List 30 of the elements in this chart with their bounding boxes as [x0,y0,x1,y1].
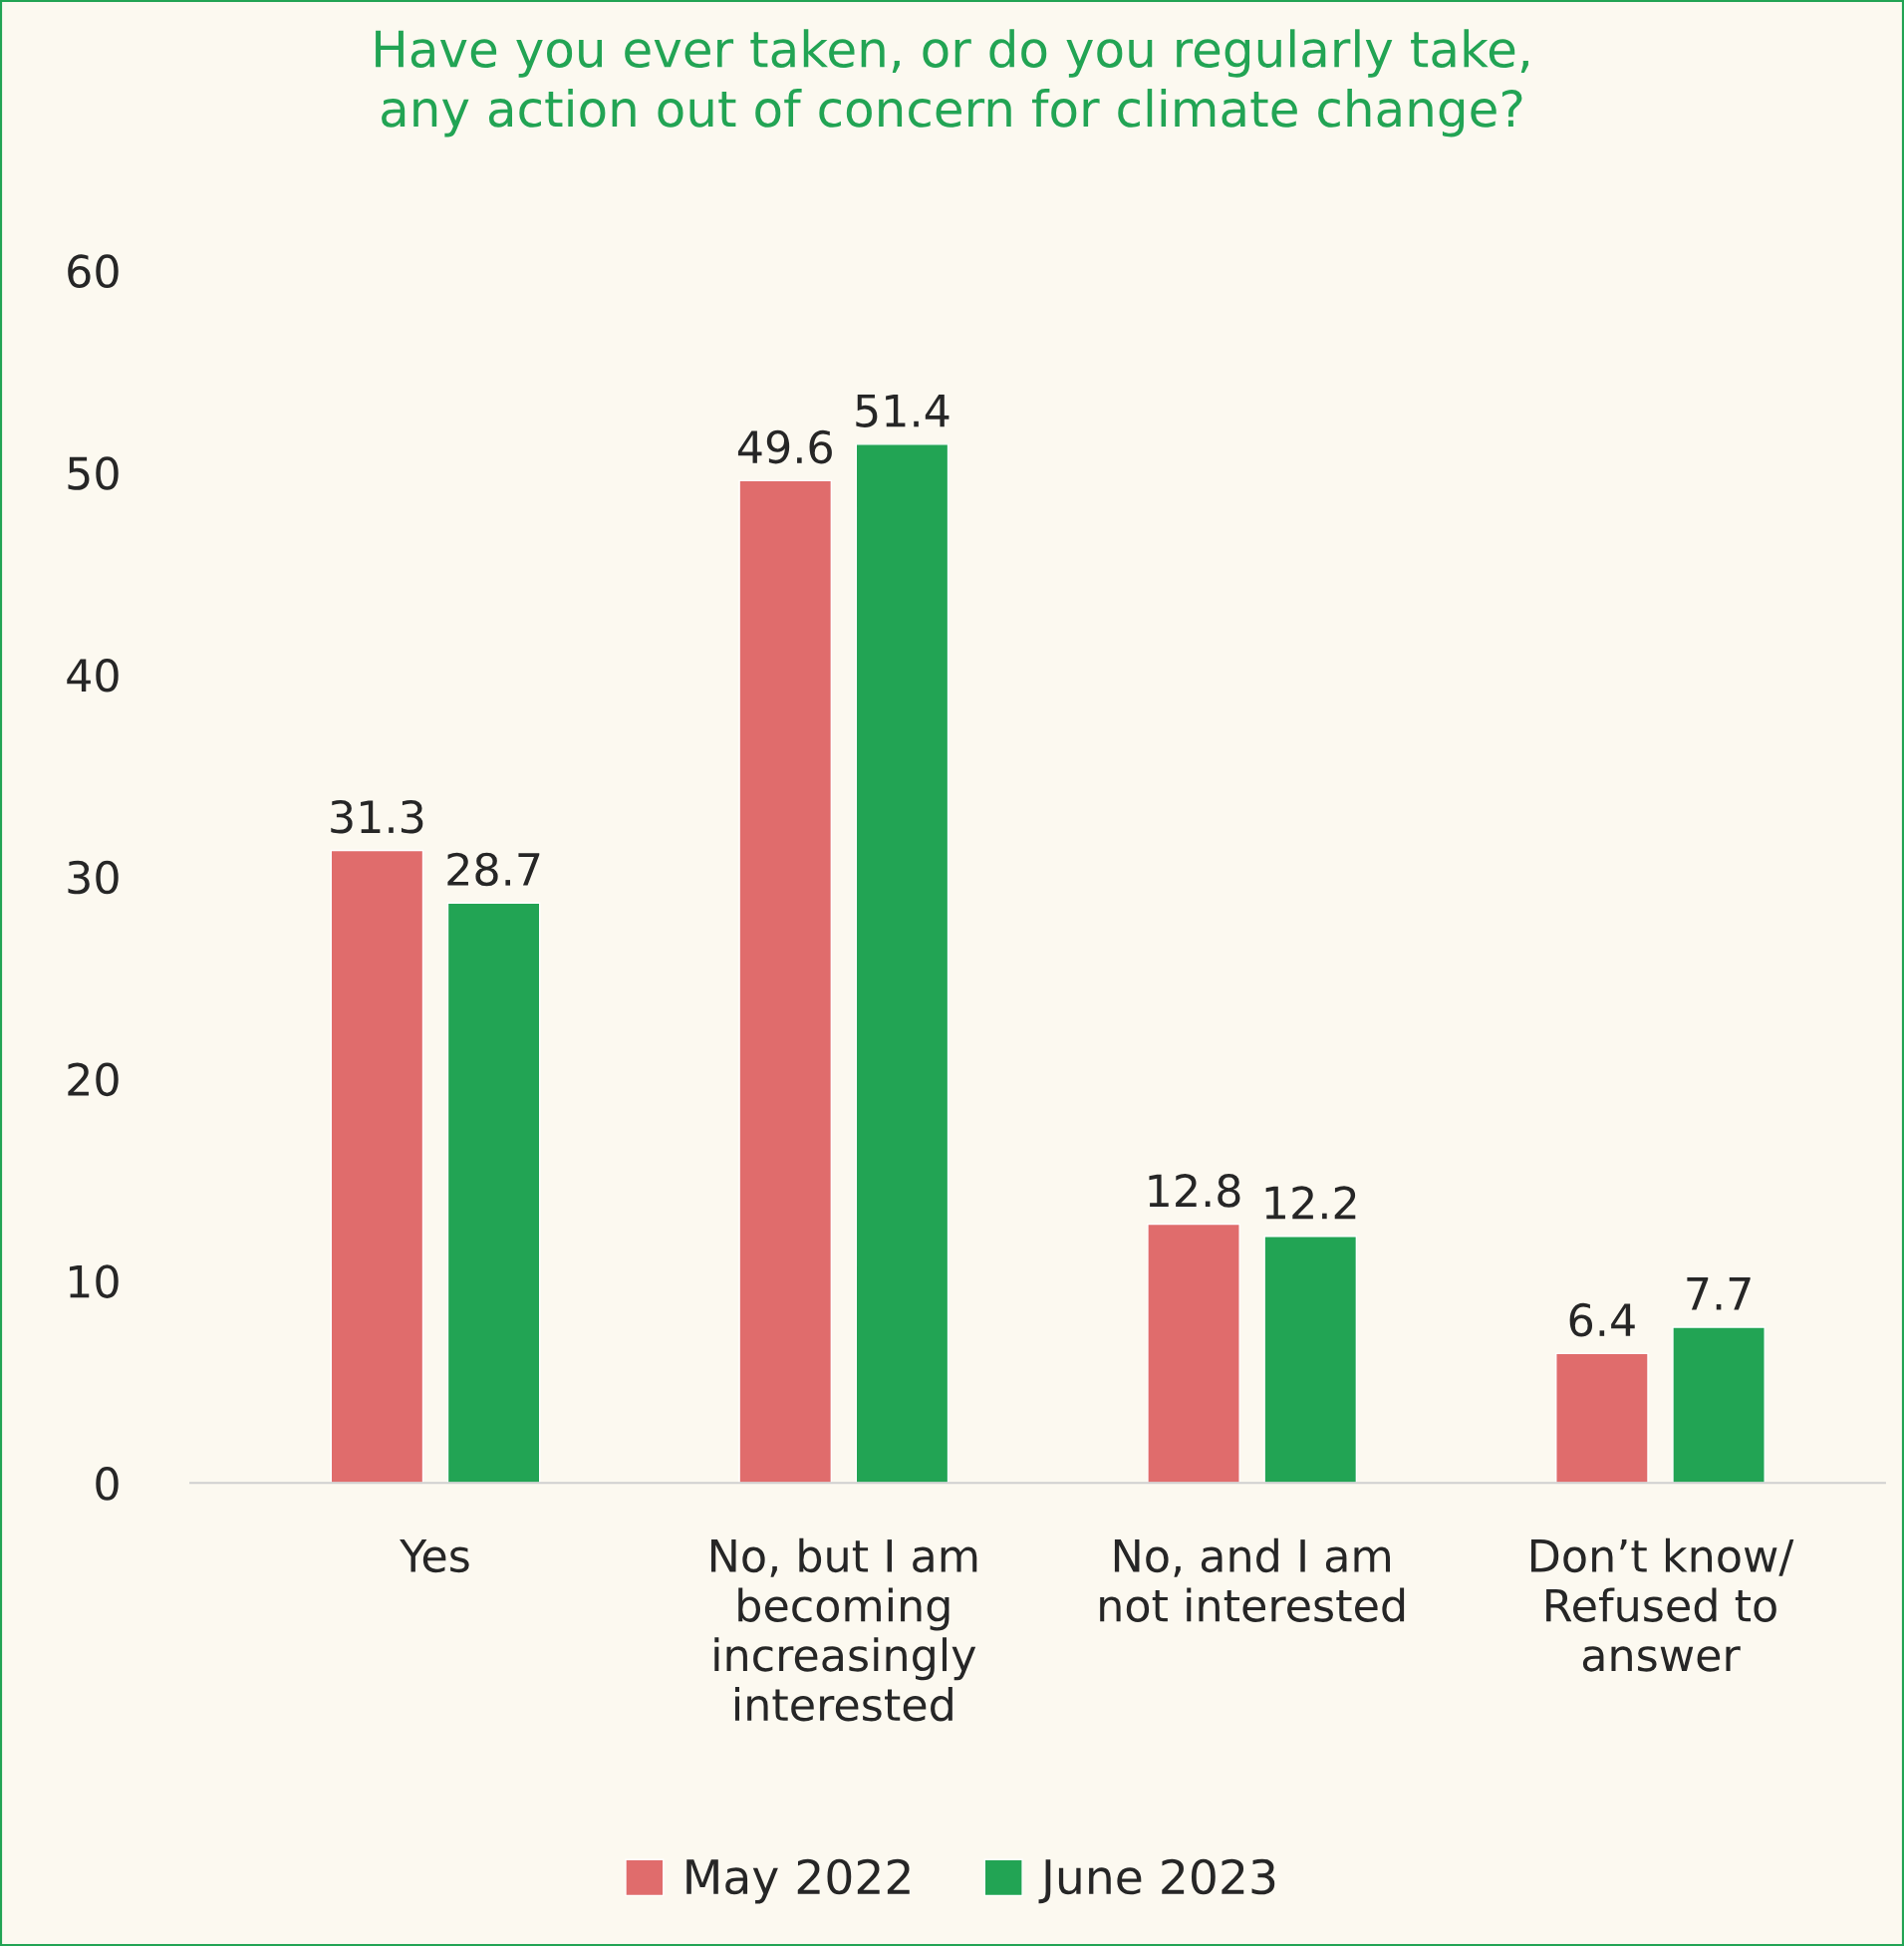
data-label: 6.4 [1569,1302,1635,1337]
y-tick-label: 40 [67,658,119,693]
bar [446,902,541,1484]
x-tick-label: No, but I am becoming increasingly interested [710,1537,977,1722]
data-label: 7.7 [1687,1277,1751,1310]
legend-label: June 2023 [1038,1858,1275,1904]
x-tick-label: Yes [400,1539,469,1573]
data-label: 12.2 [1265,1186,1356,1220]
bar [738,479,833,1484]
data-label: 51.4 [856,394,950,427]
x-tick-label: No, and I am not interested [1100,1537,1405,1622]
bar [1147,1223,1240,1484]
data-label: 28.7 [447,852,540,887]
data-label: 49.6 [737,429,832,464]
y-tick-label: 30 [68,860,119,895]
bar [330,849,424,1484]
y-tick-label: 50 [68,456,119,490]
chart-title: Have you ever taken, or do you regularly take, any action out of concern for climate change? [376,29,1528,138]
bar [1555,1352,1649,1484]
legend-label: May 2022 [686,1858,910,1904]
y-tick-label: 60 [68,254,119,288]
data-label: 12.8 [1149,1174,1240,1208]
y-tick-label: 0 [96,1467,119,1501]
y-tick-label: 20 [68,1062,119,1097]
y-tick-label: 10 [69,1264,119,1298]
bar [855,443,950,1484]
x-tick-label: Don’t know/ Refused to answer [1531,1537,1794,1672]
bar [1672,1326,1766,1484]
data-label: 31.3 [331,799,423,834]
bar [1263,1236,1358,1484]
